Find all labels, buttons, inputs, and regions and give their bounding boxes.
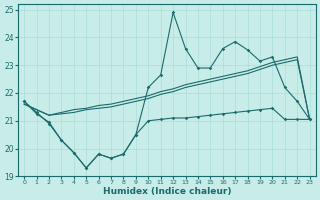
X-axis label: Humidex (Indice chaleur): Humidex (Indice chaleur): [103, 187, 231, 196]
